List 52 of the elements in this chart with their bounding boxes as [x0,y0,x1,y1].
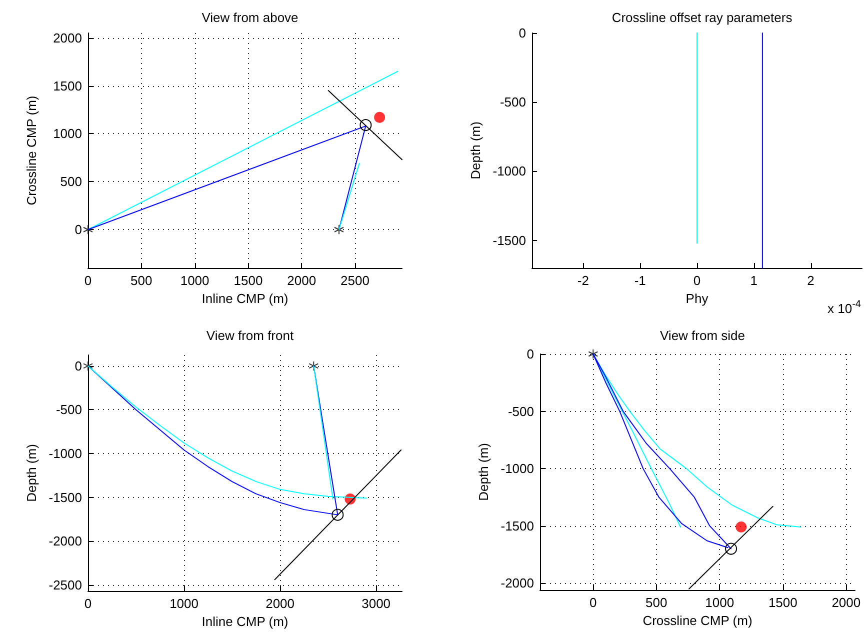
y-tick-label: 0 [526,346,534,362]
x-tick-label: 1000 [705,595,734,610]
y-tick-label: -500 [56,402,82,418]
x-axis-title: Phy [686,290,709,306]
y-tick-label: -500 [500,94,526,110]
x-tick-label: 1500 [768,595,798,610]
y-tick-label: -1500 [48,490,82,505]
x-tick-label: 1500 [234,273,263,288]
x-tick-label: 500 [646,595,668,610]
y-axis-title: Depth (m) [476,443,491,501]
x-axis-title: Inline CMP (m) [202,614,288,629]
x-tick-label: 2000 [266,596,295,611]
y-axis-title: Depth (m) [24,444,39,502]
chart-title: View from front [206,328,294,343]
x-axis-title: Inline CMP (m) [202,290,288,306]
y-tick-label: -1000 [48,446,82,462]
x-tick-label: 500 [130,273,152,288]
y-tick-label: 2000 [53,30,82,46]
y-tick-label: 1500 [53,78,82,94]
x-tick-label: 2000 [832,595,861,610]
y-tick-label: -2000 [48,534,82,549]
x-axis-title: Crossline CMP (m) [642,612,752,628]
x-tick-label: 1 [750,273,758,288]
y-tick-label: -500 [508,404,534,419]
y-tick-label: -1000 [492,164,526,179]
y-tick-label: -1500 [500,518,534,534]
y-tick-label: -1000 [500,461,534,476]
x-tick-label: 0 [84,273,92,288]
y-tick-label: -1500 [492,232,526,248]
chart-title: View from above [202,10,298,25]
x-tick-label: 2 [807,273,814,288]
y-tick-label: 0 [74,358,82,374]
y-tick-label: 0 [74,222,82,238]
x-tick-label: 0 [84,596,92,611]
x-tick-label: 2500 [340,273,370,288]
x-tick-label: -2 [577,273,589,288]
y-tick-label: 1000 [53,126,82,142]
y-axis-title: Depth (m) [468,122,483,180]
chart-title: Crossline offset ray parameters [612,10,793,25]
x-tick-label: 1000 [180,273,210,288]
x-tick-label: 3000 [362,596,391,611]
x-tick-label: 0 [693,273,701,288]
x-tick-label: 0 [590,595,597,610]
chart-title: View from side [660,328,746,343]
y-tick-label: -2000 [500,576,534,591]
y-tick-label: 500 [60,174,82,190]
y-axis-title: Crossline CMP (m) [24,96,39,206]
y-tick-label: -2500 [48,577,82,592]
y-tick-label: 0 [518,26,526,40]
x-tick-label: 1000 [170,596,198,611]
x-tick-label: -1 [634,273,646,288]
x-tick-label: 2000 [287,273,316,288]
